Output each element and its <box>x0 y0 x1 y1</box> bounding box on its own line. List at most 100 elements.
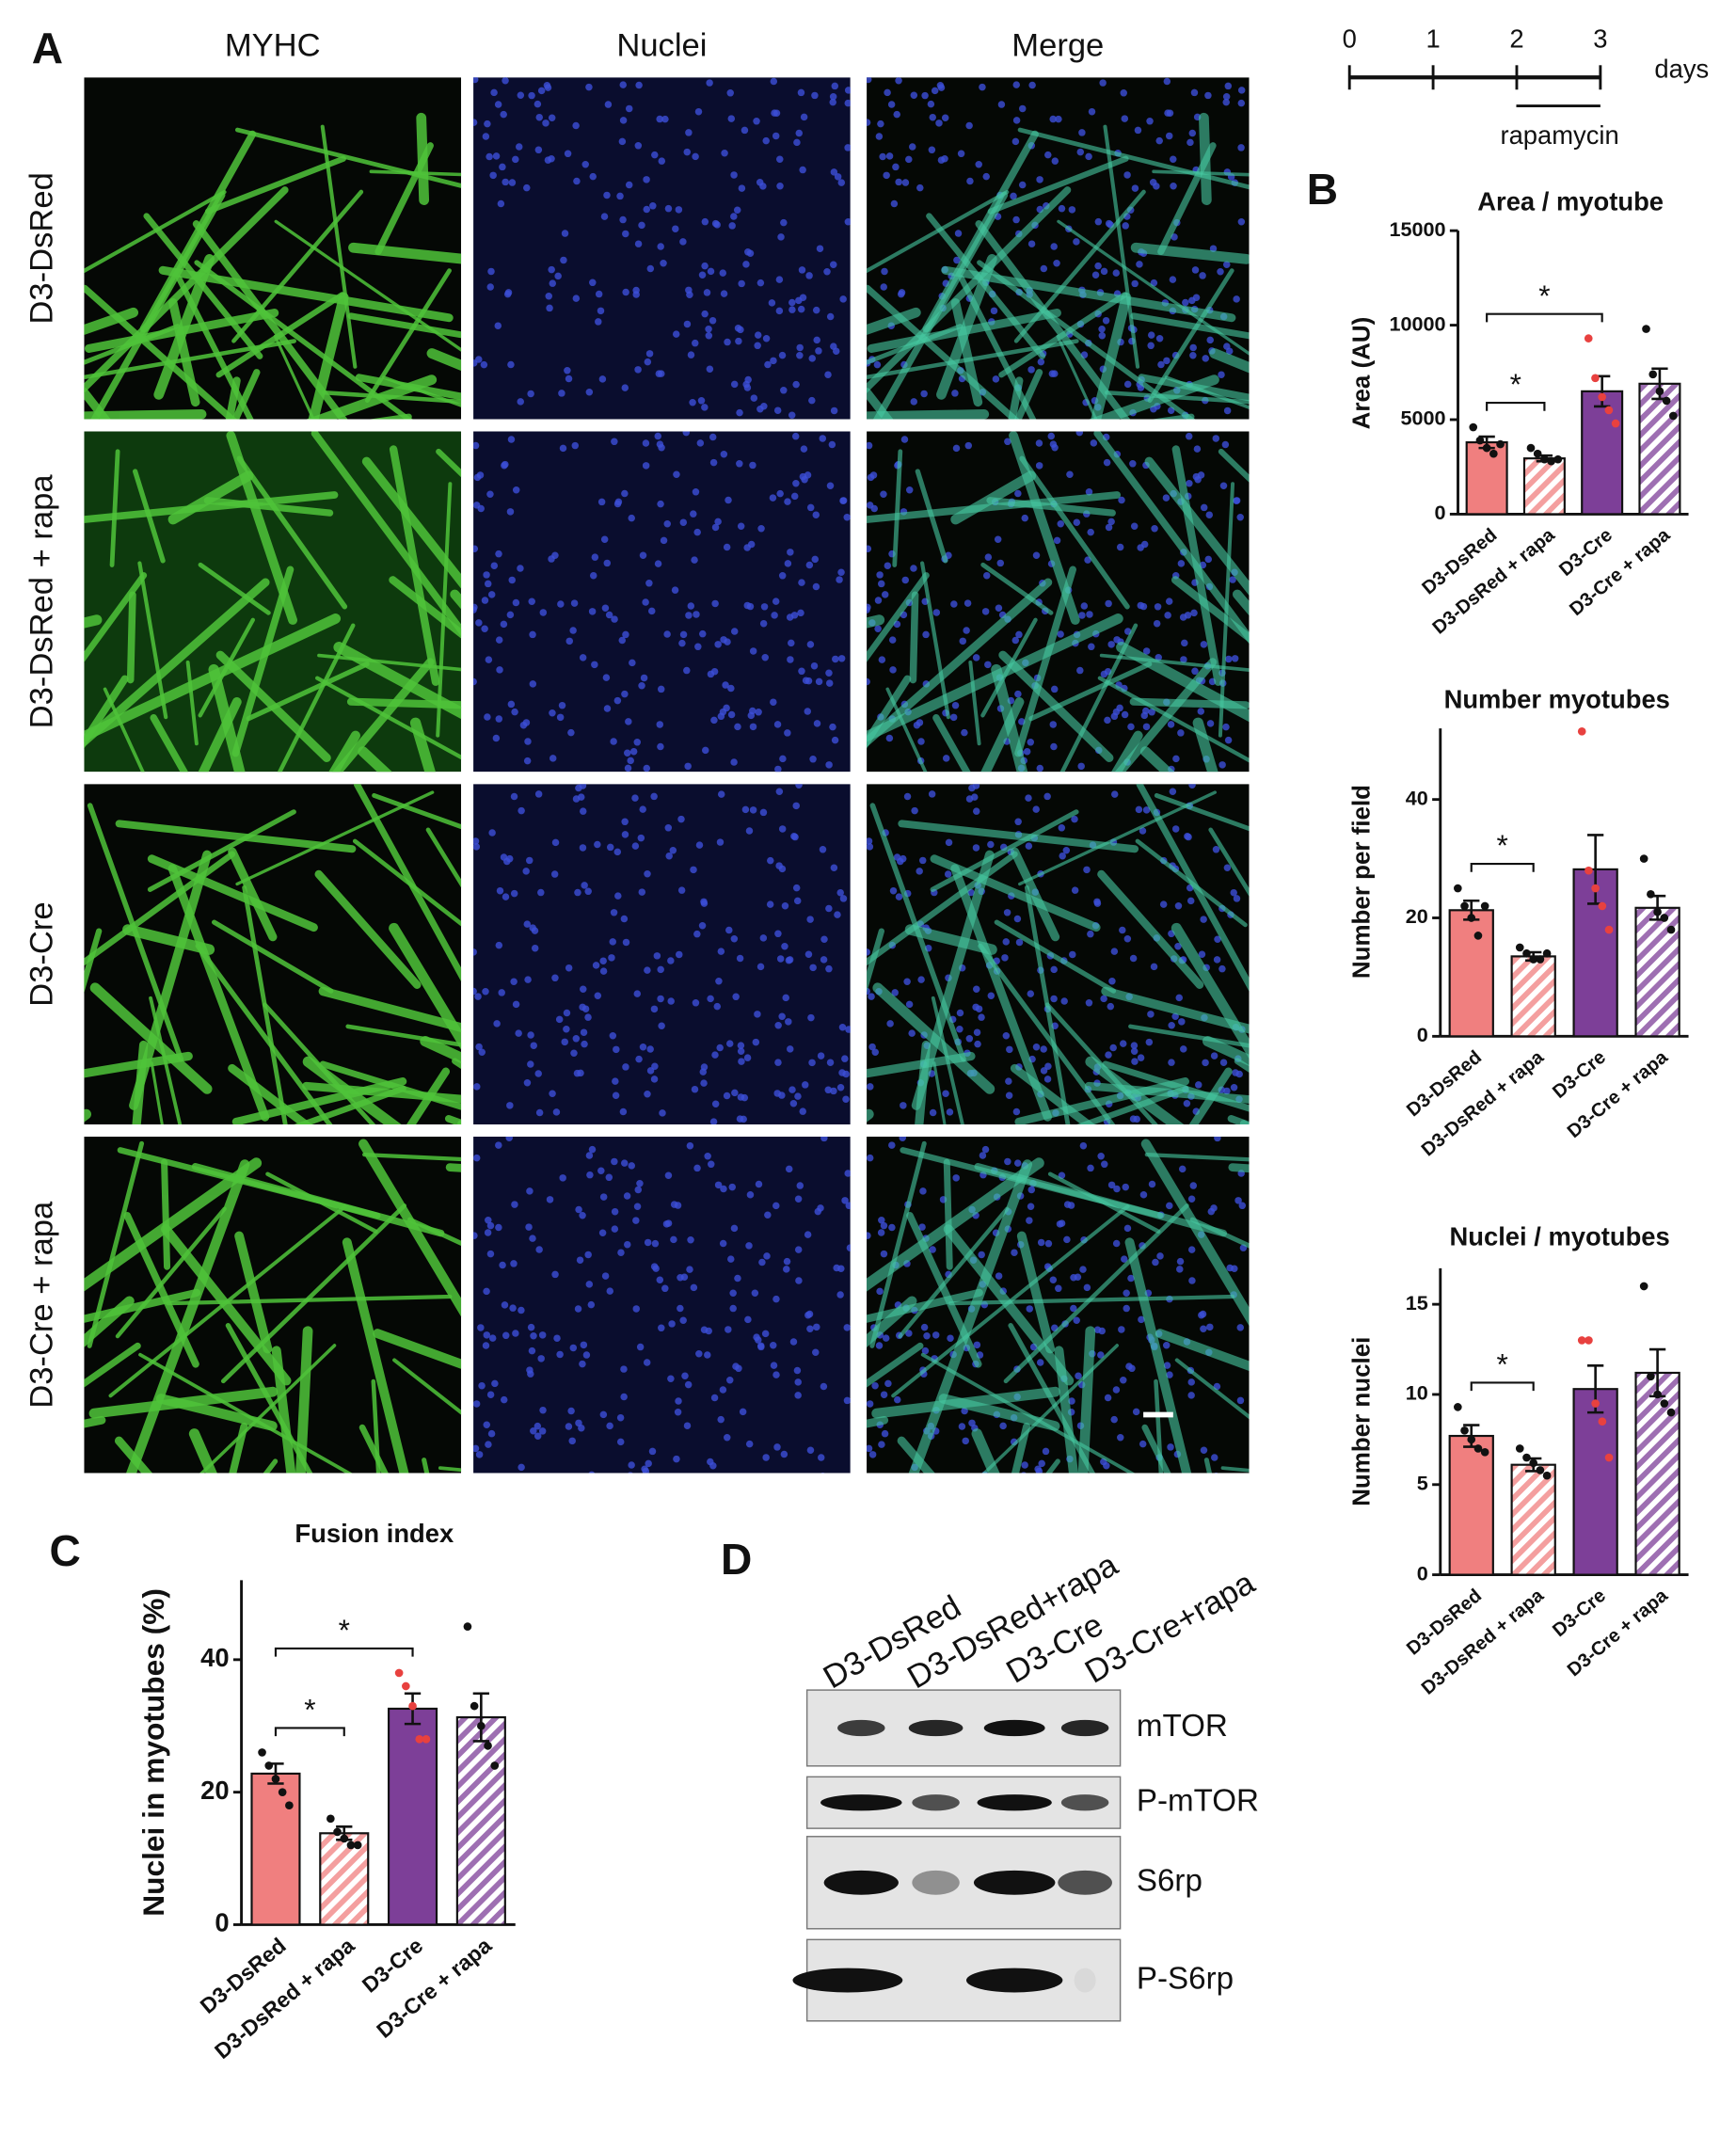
y-tick-label: 5000 <box>1400 406 1445 430</box>
row-label: D3-Cre + rapa <box>24 1201 59 1409</box>
nucleus <box>760 603 769 611</box>
nucleus <box>1090 439 1098 447</box>
myotube <box>867 1296 917 1347</box>
data-point <box>1454 1403 1462 1411</box>
nucleus <box>820 1472 825 1474</box>
nucleus <box>725 1040 734 1047</box>
myotube <box>126 1159 250 1474</box>
nucleus <box>611 1157 618 1166</box>
nucleus <box>603 705 612 712</box>
nucleus <box>973 1341 981 1349</box>
myotube <box>1218 482 1235 738</box>
nucleus <box>1018 181 1027 189</box>
nucleus <box>632 286 640 295</box>
nucleus <box>487 1429 496 1438</box>
nucleus <box>749 647 757 655</box>
data-point <box>353 1840 362 1850</box>
nucleus <box>768 299 776 307</box>
myotube <box>333 642 462 720</box>
myotube <box>1220 1466 1250 1473</box>
data-point <box>1469 422 1478 432</box>
nucleus <box>867 948 870 956</box>
nucleus <box>1037 358 1045 366</box>
nucleus <box>512 1000 520 1009</box>
nucleus <box>734 325 742 332</box>
data-point <box>470 1701 479 1711</box>
nucleus <box>483 1421 491 1429</box>
myotube <box>911 850 995 1110</box>
nucleus <box>586 1171 594 1179</box>
nucleus <box>783 1257 791 1266</box>
nucleus <box>795 129 804 137</box>
myotube <box>371 1378 381 1474</box>
nucleus <box>796 351 804 359</box>
nucleus <box>1193 445 1202 453</box>
nucleus <box>676 950 683 959</box>
nucleus <box>801 1081 809 1089</box>
nucleus <box>567 1407 575 1415</box>
nucleus <box>824 371 832 378</box>
nucleus <box>697 397 706 405</box>
nucleus <box>1078 612 1086 619</box>
nucleus <box>625 181 633 189</box>
nucleus <box>1086 611 1093 618</box>
nucleus <box>952 444 961 453</box>
nucleus <box>1050 965 1058 974</box>
nucleus <box>826 312 835 321</box>
y-tick-label: 15 <box>1406 1291 1428 1314</box>
nucleus <box>654 560 662 567</box>
y-axis-label: Area (AU) <box>1348 317 1375 430</box>
nucleus <box>675 206 683 214</box>
nucleus <box>808 396 816 405</box>
nucleus <box>1212 846 1220 853</box>
nucleus <box>1137 1054 1145 1061</box>
nucleus <box>667 1375 675 1382</box>
nucleus <box>674 1409 682 1416</box>
nucleus <box>725 496 732 504</box>
nucleus <box>473 441 480 450</box>
data-point <box>1515 1444 1524 1453</box>
bar <box>1448 909 1494 1038</box>
nucleus <box>1166 109 1174 118</box>
data-point <box>1553 454 1563 464</box>
myotube <box>885 687 928 773</box>
myotube <box>867 1051 976 1078</box>
nucleus <box>878 1441 885 1448</box>
nucleus <box>909 143 916 151</box>
nucleus <box>1130 522 1139 531</box>
nucleus <box>1219 1059 1228 1066</box>
nucleus <box>972 807 980 815</box>
timeline-unit: days <box>1654 54 1709 83</box>
nucleus <box>806 1446 815 1454</box>
nucleus <box>691 1085 699 1093</box>
nucleus <box>881 1429 889 1438</box>
nucleus <box>686 1266 693 1273</box>
nucleus <box>778 865 787 873</box>
nucleus <box>1200 1325 1207 1333</box>
nucleus <box>631 794 639 802</box>
nucleus <box>719 269 727 277</box>
nucleus <box>730 628 739 635</box>
nucleus <box>628 1472 633 1474</box>
nucleus <box>804 708 812 715</box>
nucleus <box>730 934 739 943</box>
nucleus <box>820 1137 828 1142</box>
nucleus <box>693 930 701 938</box>
nucleus <box>722 681 729 689</box>
nucleus <box>734 723 741 731</box>
data-point <box>1642 325 1650 333</box>
nucleus <box>527 1323 535 1331</box>
panel-label: D <box>721 1535 752 1584</box>
nucleus <box>645 350 654 358</box>
nucleus <box>876 1287 884 1296</box>
nucleus <box>591 553 599 561</box>
nucleus <box>632 1305 640 1313</box>
myotube <box>1144 1153 1250 1162</box>
data-point <box>1480 1447 1489 1457</box>
nucleus <box>867 1154 874 1162</box>
nucleus <box>873 360 882 369</box>
nucleus <box>1014 818 1022 826</box>
nucleus <box>493 1020 501 1028</box>
nucleus <box>1178 1018 1186 1026</box>
nucleus <box>660 259 667 267</box>
